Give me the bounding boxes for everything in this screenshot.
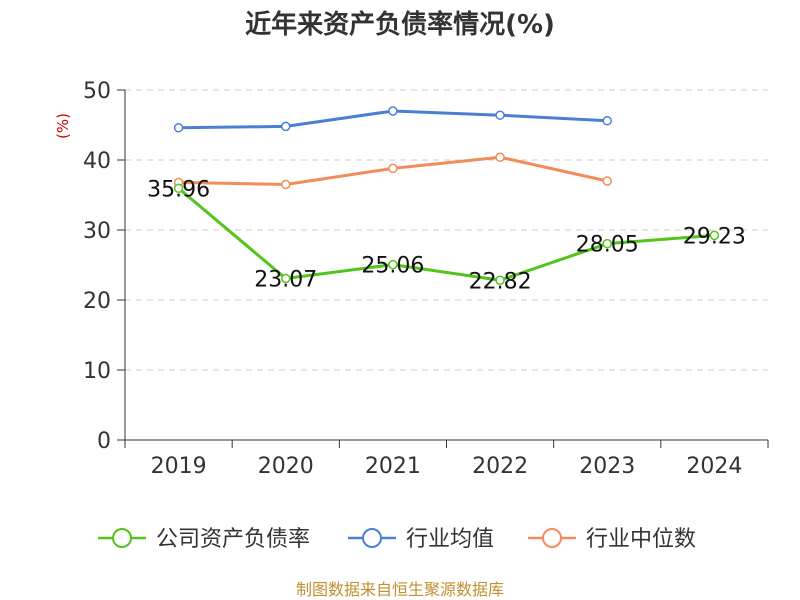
- data-point: [602, 238, 612, 249]
- data-label: 25.06: [361, 254, 424, 279]
- data-point: [602, 116, 612, 126]
- data-point: [173, 183, 184, 194]
- data-label: 28.05: [576, 233, 639, 258]
- data-point: [388, 259, 398, 270]
- data-point: [602, 176, 612, 186]
- source-note: 制图数据来自恒生聚源数据库: [296, 580, 504, 599]
- legend-item: 公司资产负债率: [98, 527, 310, 552]
- grid-lines: [125, 89, 768, 371]
- legend: 公司资产负债率 行业均值 行业中位数: [98, 527, 696, 552]
- y-axis-unit-label: (%): [54, 113, 72, 139]
- x-tick-label: 2020: [258, 454, 314, 479]
- legend-item: 行业均值: [348, 527, 494, 552]
- chart-title: 近年来资产负债率情况(%): [245, 9, 555, 40]
- y-tick-label: 40: [83, 149, 111, 174]
- data-point: [495, 110, 505, 120]
- data-point: [281, 179, 291, 190]
- legend-label: 行业中位数: [586, 527, 696, 552]
- data-label: 35.96: [147, 177, 210, 202]
- legend-item: 行业中位数: [528, 527, 696, 552]
- data-point: [495, 152, 505, 162]
- legend-marker: [362, 528, 382, 548]
- data-point: [173, 123, 184, 133]
- data-point: [388, 106, 398, 116]
- axes: 0 10 20 30 40 50 2019 2020 2021 2022 2023 2024: [83, 79, 769, 479]
- x-tick-label: 2019: [151, 454, 207, 479]
- series-line: [177, 187, 715, 282]
- data-labels: 35.96 23.07 25.06 22.82 28.05 29.23: [147, 177, 746, 294]
- data-point: [709, 230, 720, 241]
- data-point: [281, 121, 291, 132]
- y-tick-label: 10: [83, 359, 111, 384]
- data-label: 29.23: [683, 224, 746, 249]
- data-point: [495, 275, 505, 286]
- legend-label: 行业均值: [406, 527, 494, 552]
- x-tick-label: 2022: [472, 454, 528, 479]
- y-tick-label: 50: [83, 79, 111, 104]
- x-tick-label: 2021: [365, 454, 421, 479]
- y-tick-label: 30: [83, 219, 111, 244]
- series-lines: [173, 106, 720, 286]
- data-label: 23.07: [254, 268, 317, 293]
- legend-marker: [542, 528, 562, 548]
- legend-label: 公司资产负债率: [156, 527, 310, 552]
- y-tick-label: 0: [97, 429, 111, 454]
- y-tick-label: 20: [83, 289, 111, 314]
- data-point: [388, 163, 398, 174]
- x-tick-label: 2024: [686, 454, 742, 479]
- data-point: [281, 273, 291, 284]
- x-tick-label: 2023: [579, 454, 635, 479]
- legend-marker: [112, 528, 132, 548]
- data-label: 22.82: [469, 269, 532, 294]
